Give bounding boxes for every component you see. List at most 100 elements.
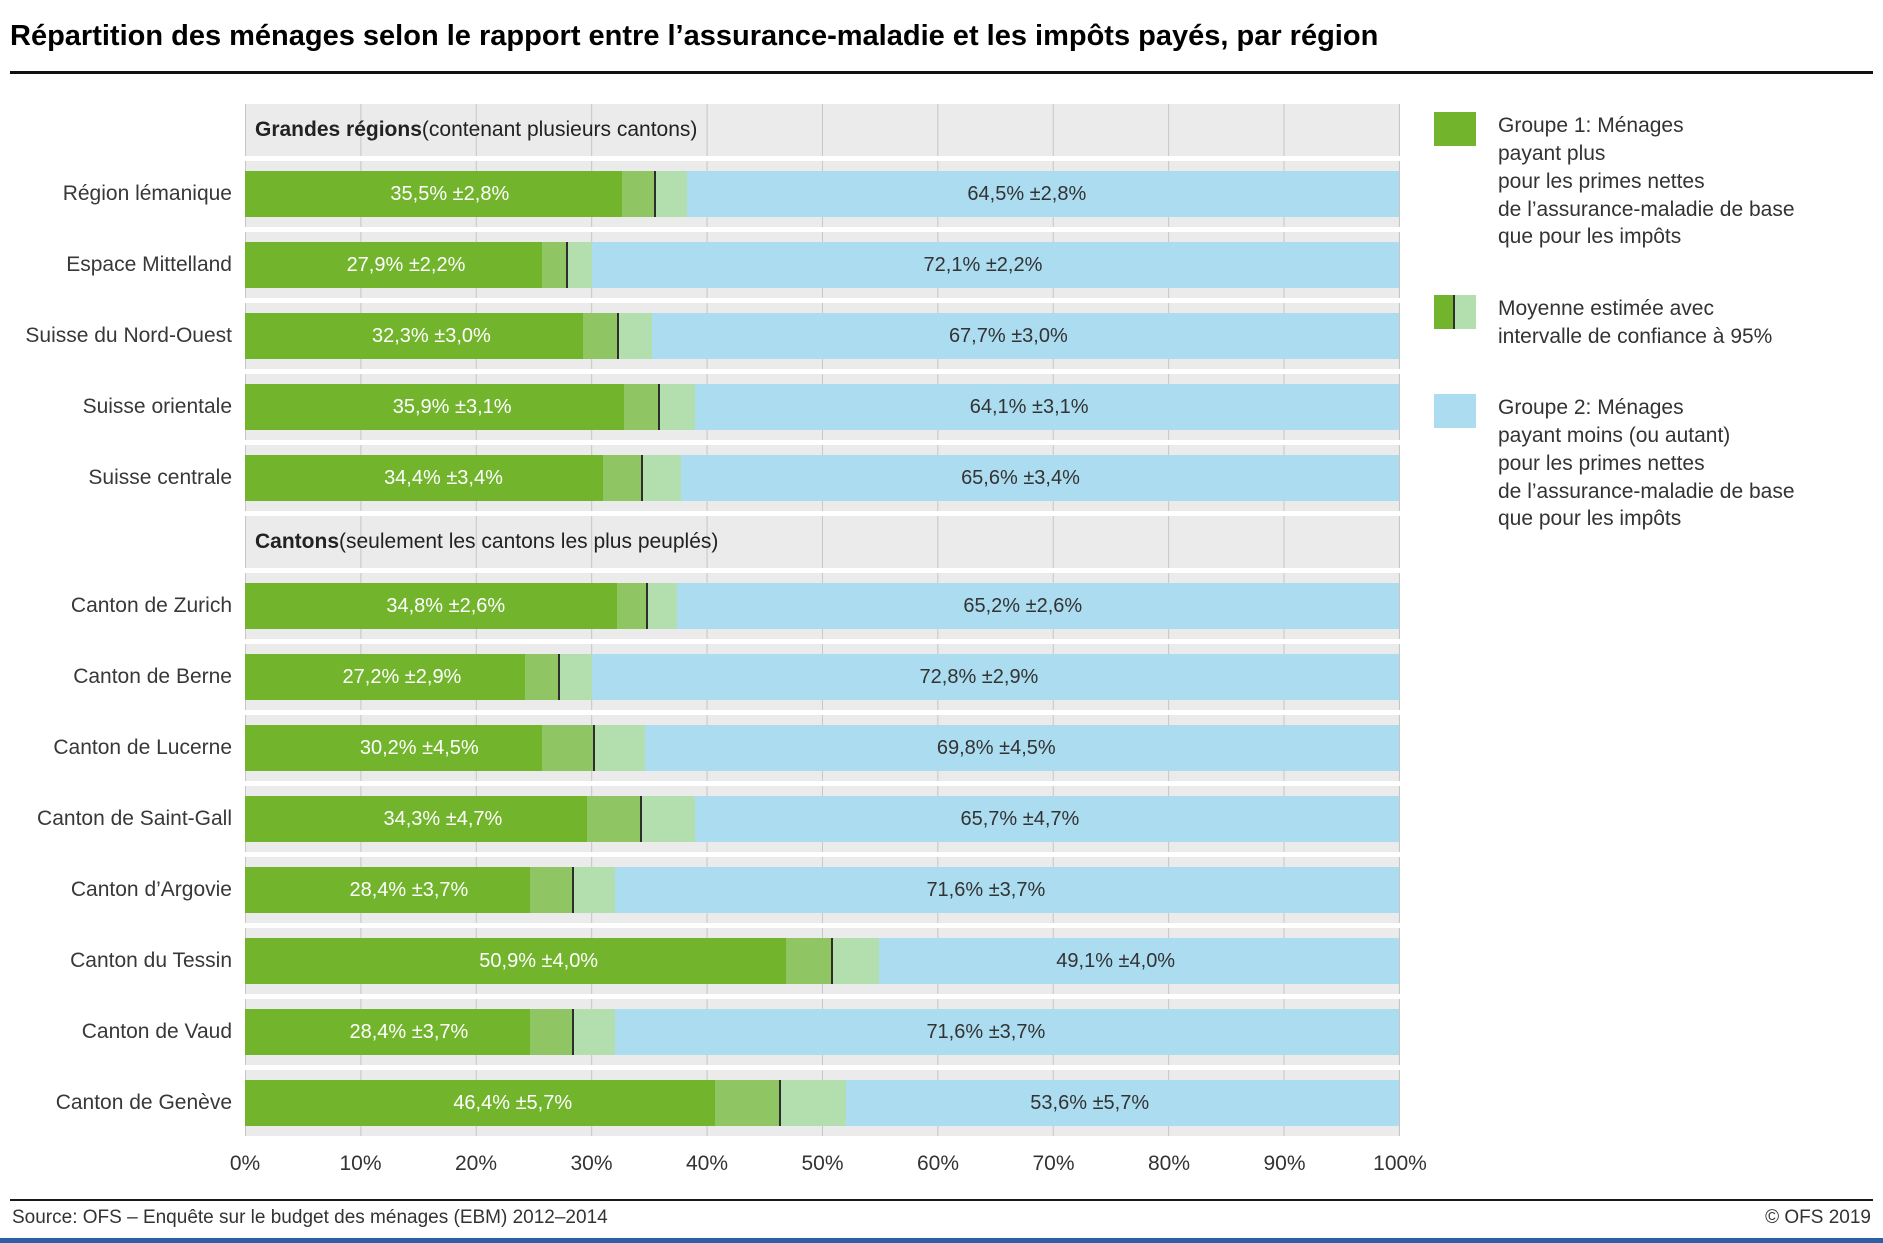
bar-value-group2: 64,1% ±3,1% xyxy=(969,395,1089,418)
bar-row: 34,3% ±4,7% 65,7% ±4,7% xyxy=(245,786,1400,853)
bar-segment-group1: 46,4% ±5,7% xyxy=(245,1080,781,1127)
x-axis-tick: 20% xyxy=(454,1152,498,1176)
bar-segment-group1: 50,9% ±4,0% xyxy=(245,938,833,985)
group1-swatch-icon xyxy=(1434,112,1476,147)
category-label: Canton de Berne xyxy=(73,665,232,689)
bar-segment-group1: 32,3% ±3,0% xyxy=(245,313,618,360)
mean-line xyxy=(831,938,834,985)
stacked-bar: 28,4% ±3,7% 71,6% ±3,7% xyxy=(245,867,1399,914)
page: Répartition des ménages selon le rapport… xyxy=(0,20,1883,1243)
legend-item-group1: Groupe 1: Ménages payant plus pour les p… xyxy=(1434,112,1873,251)
bar-value-group2: 53,6% ±5,7% xyxy=(1030,1091,1150,1114)
x-axis: 0% 10% 20% 30% 40% 50% 60% 70% 80% 90% 100% xyxy=(230,1141,1427,1183)
bar-segment-group2: 71,6% ±3,7% xyxy=(572,867,1399,914)
confidence-interval-swatch-icon xyxy=(1434,294,1476,329)
stacked-bar: 27,2% ±2,9% 72,8% ±2,9% xyxy=(245,654,1399,701)
bar-value-group1: 27,2% ±2,9% xyxy=(342,665,462,688)
mean-line xyxy=(779,1080,782,1127)
category-label: Suisse orientale xyxy=(82,395,232,419)
stacked-bar: 35,5% ±2,8% 64,5% ±2,8% xyxy=(245,171,1399,218)
bar-value-group2: 67,7% ±3,0% xyxy=(948,324,1068,347)
bar-value-group2: 65,2% ±2,6% xyxy=(963,594,1083,617)
legend-item-group2: Groupe 2: Ménages payant moins (ou autan… xyxy=(1434,394,1873,533)
mean-line xyxy=(565,242,568,289)
bar-segment-group1: 34,8% ±2,6% xyxy=(245,583,647,630)
bar-value-group1: 27,9% ±2,2% xyxy=(346,253,466,276)
footer-divider xyxy=(10,1199,1873,1201)
category-label: Suisse centrale xyxy=(88,466,232,490)
bar-value-group2: 71,6% ±3,7% xyxy=(926,878,1046,901)
category-label: Canton du Tessin xyxy=(70,949,232,973)
category-label: Espace Mittelland xyxy=(66,253,232,277)
stacked-bar: 34,8% ±2,6% 65,2% ±2,6% xyxy=(245,583,1399,630)
stacked-bar: 35,9% ±3,1% 64,1% ±3,1% xyxy=(245,384,1399,431)
stacked-bar: 34,4% ±3,4% 65,6% ±3,4% xyxy=(245,455,1399,502)
legend: Groupe 1: Ménages payant plus pour les p… xyxy=(1400,104,1873,1183)
mean-line xyxy=(571,867,574,914)
bar-value-group2: 49,1% ±4,0% xyxy=(1056,949,1176,972)
section-header: Cantons (seulement les cantons les plus … xyxy=(245,516,1400,569)
bar-segment-group2: 69,8% ±4,5% xyxy=(593,725,1399,772)
page-title: Répartition des ménages selon le rapport… xyxy=(10,20,1379,52)
mean-line xyxy=(616,313,619,360)
legend-item-confidence-interval: Moyenne estimée avec intervalle de confi… xyxy=(1434,294,1873,350)
stacked-bar: 34,3% ±4,7% 65,7% ±4,7% xyxy=(245,796,1399,843)
x-axis-row: 0% 10% 20% 30% 40% 50% 60% 70% 80% 90% 100% xyxy=(0,1141,1427,1183)
mean-line xyxy=(639,796,642,843)
category-label: Canton de Vaud xyxy=(81,1020,232,1044)
bar-segment-group2: 65,6% ±3,4% xyxy=(641,455,1399,502)
bar-segment-group1: 35,5% ±2,8% xyxy=(245,171,655,218)
bar-row: 34,8% ±2,6% 65,2% ±2,6% xyxy=(245,573,1400,640)
bar-value-group2: 71,6% ±3,7% xyxy=(926,1020,1046,1043)
bar-value-group1: 50,9% ±4,0% xyxy=(479,949,599,972)
bar-row: 27,9% ±2,2% 72,1% ±2,2% xyxy=(245,232,1400,299)
x-axis-tick: 10% xyxy=(339,1152,382,1176)
bar-row: 32,3% ±3,0% 67,7% ±3,0% xyxy=(245,303,1400,370)
bar-segment-group1: 28,4% ±3,7% xyxy=(245,867,573,914)
x-axis-tick: 90% xyxy=(1263,1152,1306,1176)
bar-value-group1: 34,4% ±3,4% xyxy=(384,466,503,489)
x-axis-tick: 100% xyxy=(1373,1152,1427,1176)
bar-row: 28,4% ±3,7% 71,6% ±3,7% xyxy=(245,857,1400,924)
plot-column: Grandes régions (contenant plusieurs can… xyxy=(0,104,1427,1183)
x-axis-tick: 50% xyxy=(801,1152,844,1176)
bar-value-group2: 64,5% ±2,8% xyxy=(967,182,1087,205)
x-axis-tick: 70% xyxy=(1032,1152,1075,1176)
bar-segment-group2: 72,1% ±2,2% xyxy=(566,242,1399,289)
bar-value-group1: 34,3% ±4,7% xyxy=(383,807,503,830)
x-axis-tick: 0% xyxy=(229,1152,261,1176)
bar-row: 35,5% ±2,8% 64,5% ±2,8% xyxy=(245,161,1400,228)
x-axis-tick: 30% xyxy=(570,1152,613,1176)
category-label: Canton de Zurich xyxy=(70,594,232,618)
group2-swatch-icon xyxy=(1434,394,1476,429)
category-label: Canton de Saint-Gall xyxy=(37,807,232,831)
bar-segment-group2: 64,5% ±2,8% xyxy=(654,171,1399,218)
title-divider xyxy=(10,71,1873,75)
bar-value-group2: 69,8% ±4,5% xyxy=(936,736,1056,759)
bar-value-group1: 30,2% ±4,5% xyxy=(359,736,479,759)
section-title: Grandes régions xyxy=(255,118,422,142)
bar-row: 34,4% ±3,4% 65,6% ±3,4% xyxy=(245,445,1400,512)
source-note: Source: OFS – Enquête sur le budget des … xyxy=(12,1207,608,1228)
bar-row: 27,2% ±2,9% 72,8% ±2,9% xyxy=(245,644,1400,711)
plot-rows: Grandes régions (contenant plusieurs can… xyxy=(0,104,1400,1137)
bar-segment-group1: 27,9% ±2,2% xyxy=(245,242,567,289)
mean-line xyxy=(557,654,560,701)
stacked-bar: 30,2% ±4,5% 69,8% ±4,5% xyxy=(245,725,1399,772)
bar-row: 35,9% ±3,1% 64,1% ±3,1% xyxy=(245,374,1400,441)
x-axis-tick: 40% xyxy=(685,1152,729,1176)
bar-value-group2: 65,7% ±4,7% xyxy=(960,807,1080,830)
bar-value-group2: 72,1% ±2,2% xyxy=(923,253,1043,276)
bar-value-group1: 46,4% ±5,7% xyxy=(453,1091,573,1114)
bar-segment-group2: 64,1% ±3,1% xyxy=(659,384,1399,431)
x-axis-tick: 60% xyxy=(916,1152,960,1176)
bar-row: 28,4% ±3,7% 71,6% ±3,7% xyxy=(245,999,1400,1066)
stacked-bar: 50,9% ±4,0% 49,1% ±4,0% xyxy=(245,938,1399,985)
bar-row: 50,9% ±4,0% 49,1% ±4,0% xyxy=(245,928,1400,995)
mean-line xyxy=(592,725,595,772)
stacked-bar: 46,4% ±5,7% 53,6% ±5,7% xyxy=(245,1080,1399,1127)
bar-value-group1: 28,4% ±3,7% xyxy=(349,1020,469,1043)
bar-segment-group2: 71,6% ±3,7% xyxy=(572,1009,1399,1056)
mean-line xyxy=(640,455,643,502)
mean-line xyxy=(658,384,661,431)
